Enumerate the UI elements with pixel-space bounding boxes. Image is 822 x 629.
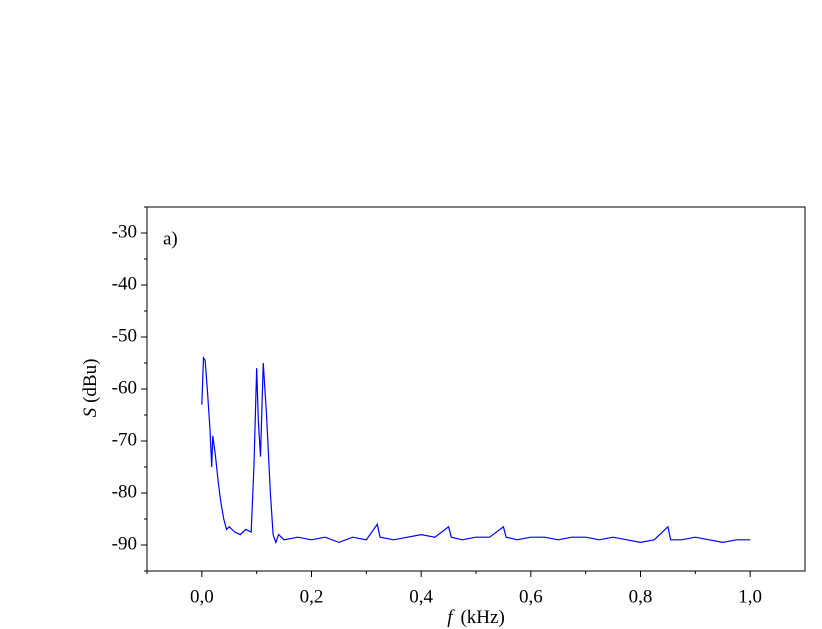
- x-axis-label: f (kHz): [447, 607, 505, 628]
- spectrum-line: [201, 355, 751, 545]
- x-tick-label: 0,6: [519, 586, 543, 607]
- x-label-unit: (kHz): [460, 607, 504, 628]
- x-tick-label: 0,4: [409, 586, 433, 607]
- annotation: a): [163, 228, 178, 249]
- x-tick-label: 0,2: [300, 586, 324, 607]
- y-label-symbol: S: [80, 407, 101, 417]
- y-tick-label: -40: [112, 273, 137, 294]
- plot-frame: [146, 206, 806, 572]
- y-tick-label: -90: [112, 533, 137, 554]
- y-tick-label: -30: [112, 221, 137, 242]
- y-tick-label: -70: [112, 429, 137, 450]
- x-label-symbol: f: [447, 607, 455, 628]
- y-label-unit: (dBu): [80, 359, 101, 403]
- x-tick-label: 1,0: [738, 586, 762, 607]
- y-axis-label: S (dBu): [80, 359, 101, 418]
- y-tick-label: -80: [112, 481, 137, 502]
- x-tick-label: 0,8: [629, 586, 653, 607]
- x-tick-label: 0,0: [190, 586, 214, 607]
- y-tick-label: -60: [112, 377, 137, 398]
- y-tick-label: -50: [112, 325, 137, 346]
